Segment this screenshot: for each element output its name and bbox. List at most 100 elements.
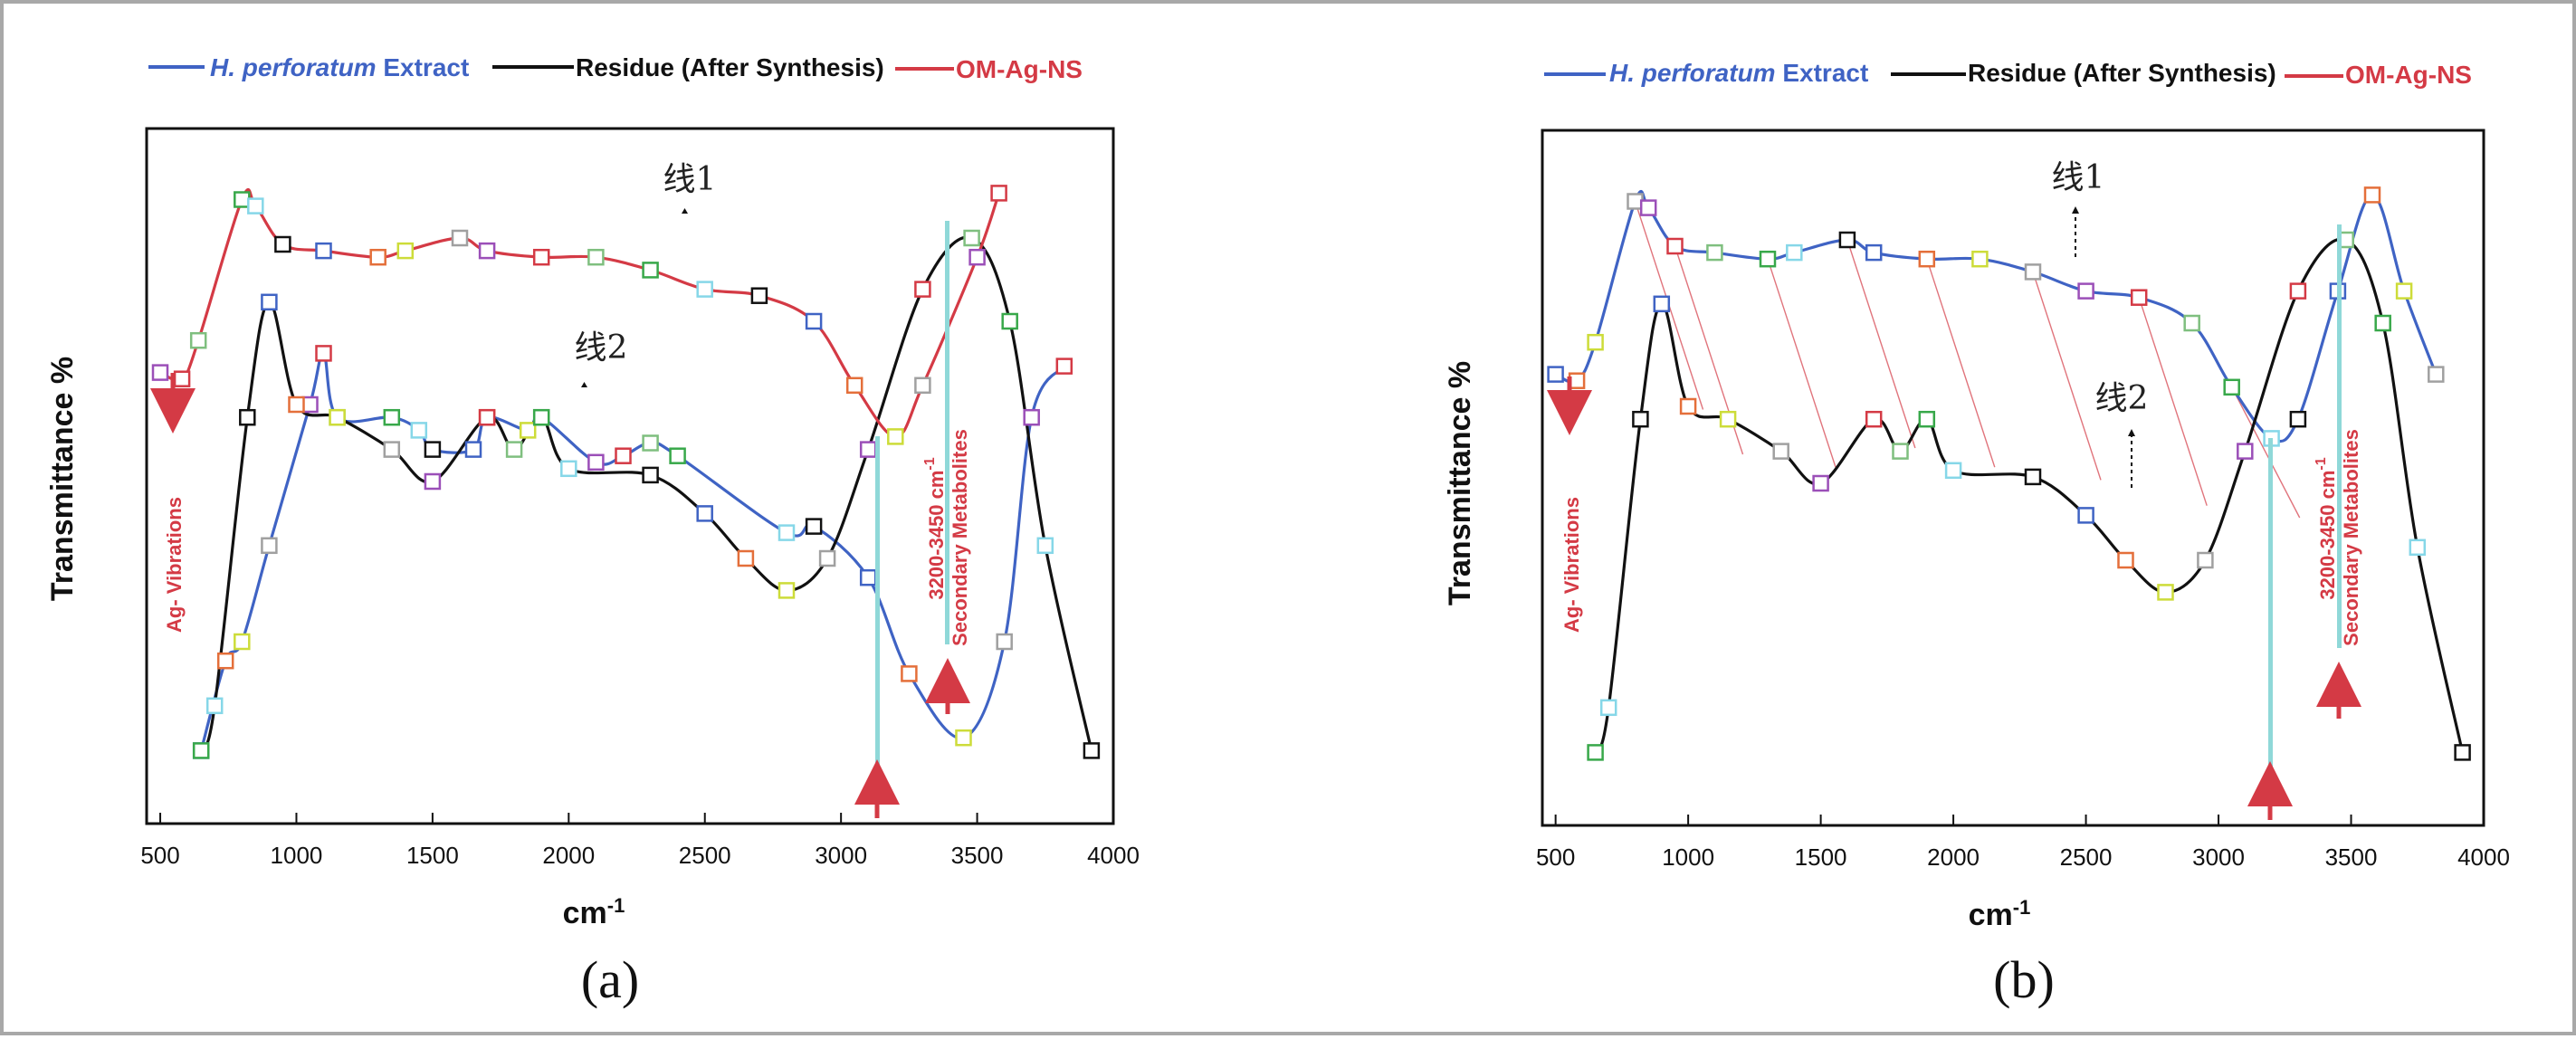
data-point [1838,231,1856,249]
data-point [1547,366,1564,383]
data-point [2077,507,2094,524]
highlight-bar-3200-b [2268,438,2273,771]
data-point [2363,186,2381,204]
ag-vibrations-label-b: Ag- Vibrations [1560,497,1583,633]
data-point [963,229,980,247]
x-tick-label: 2000 [1927,844,1980,871]
tie-lines-b [1634,201,2301,519]
data-point [2024,263,2042,281]
panel-b: H. perforatum Extract Residue (After Syn… [1443,59,2510,1009]
data-point [2409,539,2427,557]
legend-label-residue: Residue (After Synthesis) [1968,59,2276,87]
data-point [2077,282,2094,300]
data-point [818,549,836,567]
data-point [2237,443,2254,460]
x-tick-label: 3500 [951,842,1004,869]
legend-label-extract: H. perforatum Extract [210,53,469,81]
data-point [505,441,523,458]
line-label-2-marker-b [2128,429,2135,436]
data-point [383,441,401,458]
data-point [2223,378,2240,396]
x-tick-label: 4000 [1087,842,1140,869]
data-point [859,568,877,586]
data-point [234,191,251,208]
legend-label-nanoparticles: OM-Ag-NS [956,55,1083,83]
data-point [1679,397,1697,415]
data-point [2183,314,2200,332]
x-ticks-b: 500 1000 1500 2000 2500 3000 3500 4000 [1536,815,2510,871]
data-point [642,434,659,452]
highlight-bar-3450-b [2337,224,2342,648]
data-point [901,665,918,682]
data-point [1918,410,1936,428]
data-point [532,408,550,426]
tie-line [2231,386,2301,519]
x-tick-label: 3000 [815,842,867,869]
data-point [478,242,496,260]
x-axis-label-b: cm-1 [1969,896,2031,932]
data-point [247,197,264,214]
panel-label-a: (a) [581,950,639,1009]
tie-line [1846,239,1916,449]
x-tick-label: 3500 [2325,844,2378,871]
tie-line [1767,258,1837,468]
data-point [955,729,972,747]
data-point [2454,744,2471,761]
legend-b: H. perforatum Extract Residue (After Syn… [1544,59,2472,89]
data-point [151,364,169,381]
data-point [2374,314,2391,332]
x-tick-label: 1500 [1795,844,1847,871]
data-point [274,235,291,253]
metabolites-label-a: Secondary Metabolites [949,429,971,646]
x-tick-label: 1000 [271,842,323,869]
y-axis-label-b: Transmittance % [1443,361,1477,605]
data-point [315,345,332,362]
markers-a [151,185,1101,759]
data-point [478,408,496,426]
panel-a: H. perforatum Extract Residue (After Syn… [45,53,1140,1009]
tie-line [2138,297,2208,506]
x-tick-label: 500 [140,842,179,869]
line-label-2-a: 线2 [575,329,628,367]
data-point [396,242,415,260]
data-point [1083,742,1101,759]
data-point [424,472,442,491]
data-point [234,633,251,651]
data-point [587,453,605,472]
y-axis-label-a: Transmittance % [45,357,80,601]
data-point [778,582,796,599]
data-point [519,422,537,439]
x-tick-label: 1000 [1662,844,1714,871]
line-label-2-b: 线2 [2095,380,2149,417]
legend-label-extract: H. perforatum Extract [1609,59,1868,87]
data-point [805,518,823,535]
data-point [1892,443,1909,460]
data-point [1971,250,1989,268]
x-tick-label: 500 [1536,844,1575,871]
data-point [1759,250,1777,268]
data-point [189,331,207,349]
tie-line [2032,272,2102,481]
data-point [464,441,482,458]
line-label-1-marker-b [2072,206,2079,214]
data-point [560,460,577,478]
series-line-om-ag-ns-a [159,188,1001,439]
line-label-2-marker-a [581,382,587,387]
metabolites-label-b: Secondary Metabolites [2340,429,2362,646]
plot-area-a [145,127,1115,825]
data-point [2395,282,2413,300]
data-point [2289,410,2307,428]
data-point [642,466,659,484]
data-point [1055,357,1073,375]
x-tick-label: 2000 [542,842,595,869]
data-point [587,248,605,266]
data-point [1719,410,1737,428]
data-point [778,524,796,541]
x-ticks-a: 500 1000 1500 2000 2500 3000 3500 4000 [140,813,1140,869]
data-point [2428,366,2445,383]
plot-area-b [1541,129,2485,827]
data-point [1812,474,1829,492]
data-point [642,262,659,279]
data-point [2197,551,2214,569]
